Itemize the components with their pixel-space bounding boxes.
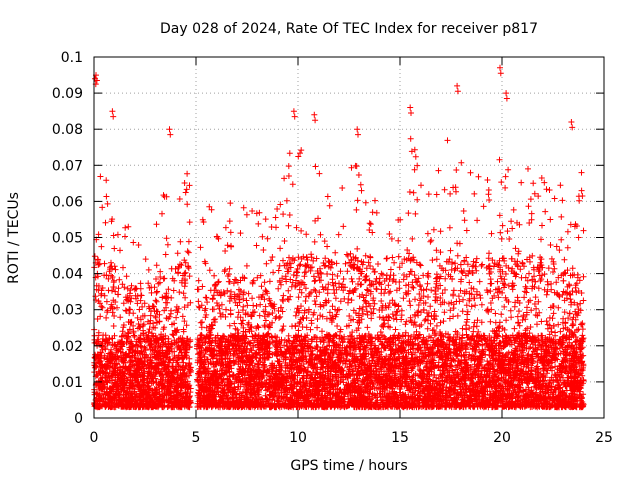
- x-tick-label: 20: [493, 430, 511, 446]
- x-tick-label: 25: [595, 430, 613, 446]
- y-tick-label: 0.09: [52, 86, 83, 102]
- y-tick-label: 0.04: [52, 267, 83, 283]
- x-tick-label: 10: [289, 430, 307, 446]
- y-tick-label: 0: [74, 411, 83, 427]
- y-axis-label: ROTI / TECUs: [6, 192, 22, 284]
- y-tick-label: 0.07: [52, 158, 83, 174]
- x-tick-label: 5: [192, 430, 201, 446]
- axis-ticks: 0 0.01 0.02 0.03 0.04 0.05 0.06 0.07 0.08 0.09 0.1…: [52, 50, 613, 446]
- y-tick-label: 0.06: [52, 194, 83, 210]
- chart-title: Day 028 of 2024, Rate Of TEC Index for r…: [160, 21, 538, 37]
- data-points: [91, 64, 587, 411]
- y-tick-label: 0.08: [52, 122, 83, 138]
- y-tick-label: 0.05: [52, 231, 83, 247]
- y-tick-label: 0.01: [52, 375, 83, 391]
- x-tick-label: 15: [391, 430, 409, 446]
- roti-point-cloud: [91, 64, 587, 411]
- x-axis-label: GPS time / hours: [290, 458, 407, 474]
- y-tick-label: 0.1: [61, 50, 83, 66]
- y-tick-label: 0.02: [52, 339, 83, 355]
- x-tick-label: 0: [90, 430, 99, 446]
- y-tick-label: 0.03: [52, 303, 83, 319]
